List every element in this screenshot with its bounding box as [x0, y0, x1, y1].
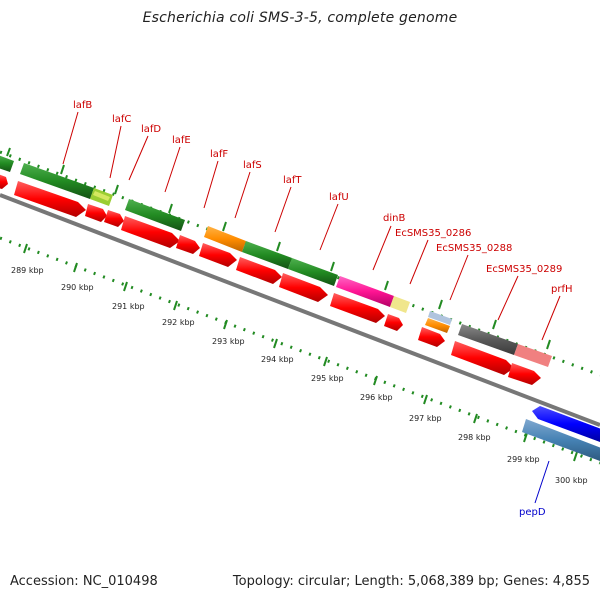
outer-major-ticks — [6, 147, 551, 350]
cds-track — [0, 174, 541, 385]
cds-arrow[interactable] — [508, 363, 541, 385]
gene-lafT[interactable] — [288, 258, 338, 286]
cds-arrow[interactable] — [14, 181, 86, 217]
gene-label-lafF[interactable]: lafF — [210, 149, 228, 160]
gene-block[interactable] — [0, 155, 14, 172]
gene-label-lafD[interactable]: lafD — [141, 124, 161, 135]
tick-label: 295 kbp — [311, 374, 344, 383]
gene-lafE[interactable] — [125, 199, 185, 231]
gene-label-dinB[interactable]: dinB — [383, 213, 405, 224]
gene-lafB[interactable] — [20, 163, 94, 199]
gene-EcSMS35-0289[interactable] — [458, 324, 518, 355]
gene-track — [0, 155, 552, 367]
cds-arrow[interactable] — [104, 210, 124, 227]
kbp-tick-labels: 289 kbp 290 kbp 291 kbp 292 kbp 293 kbp … — [11, 266, 588, 485]
cds-arrow[interactable] — [85, 204, 107, 222]
cds-arrow[interactable] — [418, 327, 445, 347]
gene-label-prfH[interactable]: prfH — [551, 284, 573, 295]
gene-lafS[interactable] — [242, 241, 292, 269]
tick-label: 293 kbp — [212, 337, 245, 346]
gene-pepD[interactable] — [522, 419, 600, 461]
inner-dotted-track — [0, 236, 600, 465]
genome-backbone — [0, 193, 600, 427]
gene-label-EcSMS35-0286[interactable]: EcSMS35_0286 — [395, 228, 471, 239]
cds-arrow[interactable] — [384, 314, 403, 331]
label-leader-pepD — [534, 460, 550, 504]
cds-arrow-reverse[interactable] — [532, 406, 600, 442]
tick-label: 299 kbp — [507, 455, 540, 464]
gene-labels: lafB lafC lafD lafE lafF lafS lafT lafU … — [73, 100, 573, 518]
gene-label-pepD[interactable]: pepD — [519, 507, 546, 518]
genome-summary-text: Topology: circular; Length: 5,068,389 bp… — [232, 574, 590, 589]
tick-label: 300 kbp — [555, 476, 588, 485]
cds-arrow[interactable] — [176, 235, 200, 254]
tick-label: 289 kbp — [11, 266, 44, 275]
reverse-track — [522, 406, 600, 461]
gene-prfH[interactable] — [514, 344, 552, 367]
inner-major-ticks — [23, 243, 578, 462]
cds-arrow[interactable] — [330, 293, 385, 323]
gene-dinB[interactable] — [336, 276, 394, 307]
gene-label-lafS[interactable]: lafS — [243, 160, 262, 171]
gene-label-lafU[interactable]: lafU — [329, 192, 349, 203]
map-title: Escherichia coli SMS-3-5, complete genom… — [142, 10, 458, 26]
gene-label-EcSMS35-0288[interactable]: EcSMS35_0288 — [436, 243, 512, 254]
gene-label-lafE[interactable]: lafE — [172, 135, 191, 146]
tick-label: 296 kbp — [360, 393, 393, 402]
gene-label-lafC[interactable]: lafC — [112, 114, 131, 125]
tick-label: 298 kbp — [458, 433, 491, 442]
gene-label-EcSMS35-0289[interactable]: EcSMS35_0289 — [486, 264, 562, 275]
tick-label: 291 kbp — [112, 302, 145, 311]
gene-label-lafB[interactable]: lafB — [73, 100, 92, 111]
gene-EcSMS35-0286[interactable] — [390, 296, 410, 313]
gene-EcSMS35-0288-b[interactable] — [425, 318, 450, 333]
cds-arrow[interactable] — [121, 216, 180, 248]
gene-EcSMS35-0288-a[interactable] — [428, 311, 452, 325]
tick-label: 292 kbp — [162, 318, 195, 327]
cds-arrow[interactable] — [451, 341, 514, 375]
cds-arrow[interactable] — [236, 257, 282, 284]
cds-arrow[interactable] — [279, 273, 328, 302]
accession-text: Accession: NC_010498 — [10, 574, 158, 589]
cds-arrow[interactable] — [0, 174, 8, 189]
gene-lafC-inner — [93, 191, 110, 201]
gene-lafF[interactable] — [204, 226, 246, 252]
tick-label: 294 kbp — [261, 355, 294, 364]
cds-arrow[interactable] — [199, 243, 237, 267]
gene-label-lafT[interactable]: lafT — [283, 175, 302, 186]
tick-label: 290 kbp — [61, 283, 94, 292]
tick-label: 297 kbp — [409, 414, 442, 423]
label-leaders — [62, 111, 561, 341]
